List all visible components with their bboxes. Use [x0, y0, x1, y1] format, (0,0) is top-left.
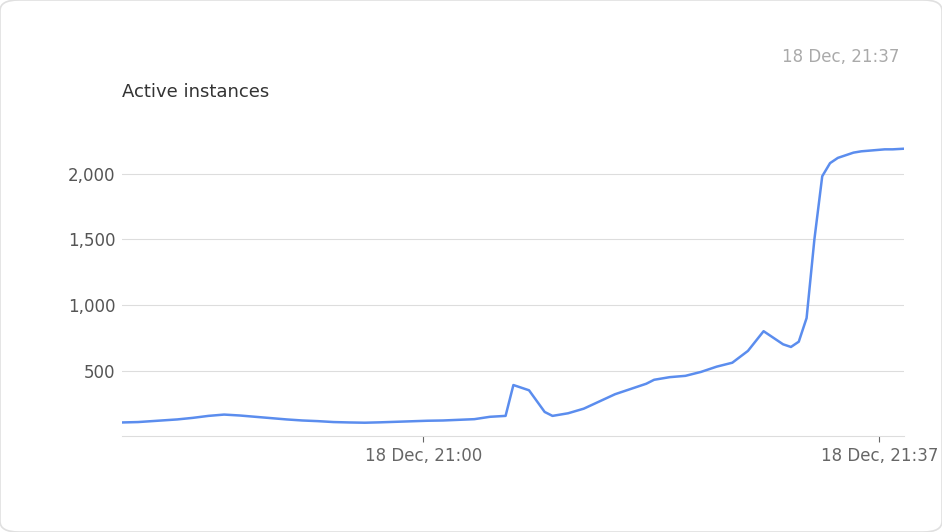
Text: 18 Dec, 21:37: 18 Dec, 21:37	[782, 48, 900, 66]
Legend: europe-west2: 2,024: europe-west2: 2,024	[54, 525, 282, 532]
Text: Active instances: Active instances	[122, 83, 269, 101]
